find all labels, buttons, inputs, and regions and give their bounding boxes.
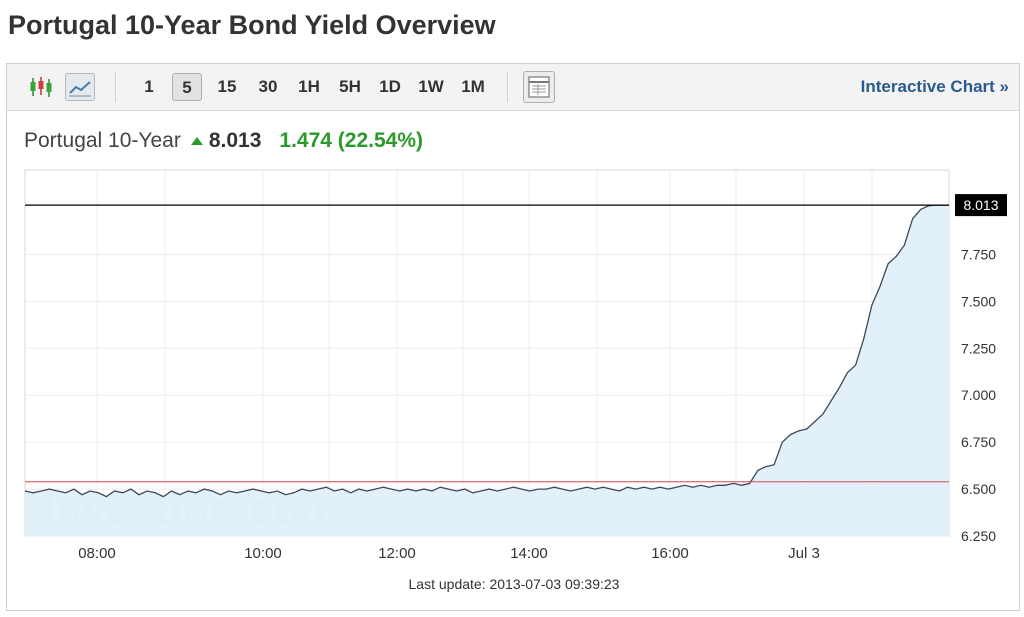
interval-1w-button[interactable]: 1W [418, 77, 444, 96]
series-area [25, 205, 949, 536]
interval-1m-button[interactable]: 1M [461, 77, 485, 96]
y-tick-label: 7.250 [961, 340, 996, 356]
price-chart[interactable]: 6.250 6.500 6.750 7.000 7.250 7.500 7.750 08:00… [7, 64, 1021, 612]
page-title: Portugal 10-Year Bond Yield Overview [8, 10, 496, 40]
interval-15-button[interactable]: 15 [217, 77, 237, 96]
x-tick-label: 10:00 [244, 545, 282, 562]
y-tick-label: 7.000 [961, 387, 996, 403]
interval-1h-button[interactable]: 1H [298, 77, 320, 96]
x-tick-label: 12:00 [378, 545, 416, 562]
y-tick-label: 6.750 [961, 434, 996, 450]
candlestick-icon[interactable] [27, 73, 57, 101]
quote-summary: Portugal 10-Year 8.013 1.474 (22.54%) [24, 129, 423, 153]
chart-toolbar: 1 5 15 30 1H 5H 1D 1W 1M Interactive Cha… [7, 64, 1019, 111]
y-tick-label: 6.250 [961, 528, 996, 544]
y-tick-label: 7.750 [961, 246, 996, 262]
interactive-chart-link[interactable]: Interactive Chart » [860, 77, 1009, 96]
x-tick-label: Jul 3 [788, 545, 820, 562]
instrument-name: Portugal 10-Year [24, 129, 181, 152]
x-tick-label: 16:00 [651, 545, 689, 562]
price-change: 1.474 (22.54%) [279, 129, 424, 152]
last-update: Last update: 2013-07-03 09:39:23 [408, 576, 620, 592]
interval-1-button[interactable]: 1 [144, 77, 154, 96]
current-value-label: 8.013 [963, 197, 998, 213]
chart-panel: 1 5 15 30 1H 5H 1D 1W 1M Interactive Cha… [6, 63, 1020, 611]
toolbar-divider [115, 72, 116, 102]
line-chart-icon[interactable] [65, 73, 95, 101]
up-arrow-icon [190, 137, 203, 145]
x-tick-label: 14:00 [510, 545, 548, 562]
interval-5-button[interactable]: 5 [172, 73, 202, 101]
y-tick-label: 6.500 [961, 481, 996, 497]
y-tick-label: 7.500 [961, 293, 996, 309]
last-price: 8.013 [208, 129, 262, 152]
interval-1d-button[interactable]: 1D [379, 77, 401, 96]
current-value-badge [955, 194, 1007, 217]
x-tick-label: 08:00 [78, 545, 116, 562]
interval-30-button[interactable]: 30 [258, 77, 278, 96]
interval-5h-button[interactable]: 5H [339, 77, 361, 96]
table-view-icon[interactable] [523, 71, 555, 103]
toolbar-divider [507, 72, 508, 102]
series-line [24, 204, 949, 498]
